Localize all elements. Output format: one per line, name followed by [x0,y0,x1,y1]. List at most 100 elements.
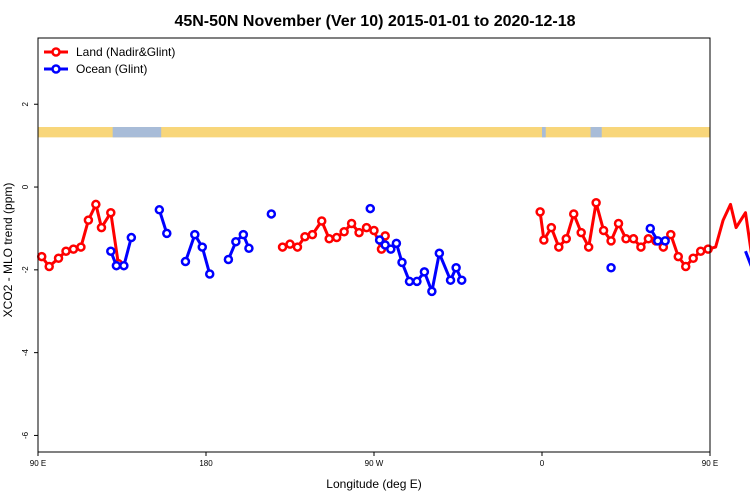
data-point [703,244,713,254]
series-line [227,233,251,261]
data-point [197,242,208,252]
data-point [126,232,137,243]
data-point [539,235,549,245]
y-tick-label: -2 [21,266,30,274]
data-point [561,234,572,244]
series-layer [36,198,750,297]
data-point [106,207,116,218]
data-point [643,234,654,244]
ocean-band [112,127,162,138]
data-point [386,244,396,254]
y-tick-label: -4 [21,349,30,357]
data-point [162,228,172,239]
data-point [680,261,691,272]
data-point [244,243,254,254]
data-point [91,199,101,210]
data-point [628,234,639,244]
legend-marker-land [51,47,61,57]
data-point [652,236,663,246]
y-tick-label: -6 [21,431,30,439]
data-point [111,260,122,271]
data-point [61,246,71,256]
ocean-band [542,127,546,138]
data-point [307,229,318,240]
data-point [106,246,116,256]
data-point [374,235,385,245]
data-point [44,261,54,272]
legend-marker-ocean [51,64,61,74]
data-point [346,218,357,229]
series-line [184,233,212,275]
data-point [285,239,295,249]
series-ocean [106,203,750,297]
data-point [300,231,310,242]
y-tick-label: 0 [21,184,30,189]
series-line [744,250,750,267]
data-point [231,236,241,247]
data-point [445,275,456,285]
data-point [96,222,107,233]
data-point [68,244,79,254]
data-point [434,248,445,259]
x-tick-label: 0 [540,459,545,468]
data-point [576,227,586,238]
data-point [277,242,288,252]
ocean-band [590,127,602,138]
data-point [324,234,334,244]
data-point [266,209,277,219]
data-point [568,209,579,219]
data-point [365,203,376,214]
y-axis-label: XCO2 - MLO trend (ppm) [1,183,15,318]
x-tick-label: 90 W [365,459,384,468]
x-tick-label: 180 [199,459,213,468]
data-point [36,251,47,262]
data-point [354,227,364,238]
data-point [397,257,407,268]
data-point [83,215,94,225]
data-point [636,242,646,252]
y-tick-label: 2 [21,101,30,106]
data-point [339,227,349,237]
data-point [660,236,670,246]
geographic-strip [38,127,710,138]
data-point [180,256,191,267]
data-point [292,242,303,252]
data-point [76,242,86,252]
data-point [223,254,234,265]
data-point [606,263,616,273]
data-point [53,253,64,263]
data-point [331,232,342,243]
data-point [583,242,594,252]
data-point [391,238,402,249]
land-band [38,127,710,138]
data-point [688,253,698,263]
series-land [36,198,750,272]
x-tick-label: 90 E [702,459,718,468]
data-point [546,222,557,233]
data-point [621,234,631,244]
data-point [645,223,656,234]
data-point [673,251,684,262]
data-point [404,276,415,287]
data-point [666,229,676,240]
x-axis-label: Longitude (deg E) [326,477,421,491]
data-point [190,229,200,240]
data-point [119,260,129,271]
legend-label-land: Land (Nadir&Glint) [76,45,175,59]
legend-label-ocean: Ocean (Glint) [76,62,147,76]
data-point [451,263,461,273]
axes: 90 E 180 90 W 0 90 E 2 0 -2 -4 -6 [21,37,718,468]
data-point [204,269,215,279]
data-point [154,205,165,215]
data-point [238,229,249,240]
data-point [606,236,616,246]
chart-title: 45N-50N November (Ver 10) 2015-01-01 to … [174,13,575,30]
data-point [535,207,545,217]
data-point [361,222,372,233]
data-point [598,225,609,236]
data-point [695,246,706,256]
data-point [456,275,467,285]
data-point [554,242,564,252]
data-point [427,286,437,297]
